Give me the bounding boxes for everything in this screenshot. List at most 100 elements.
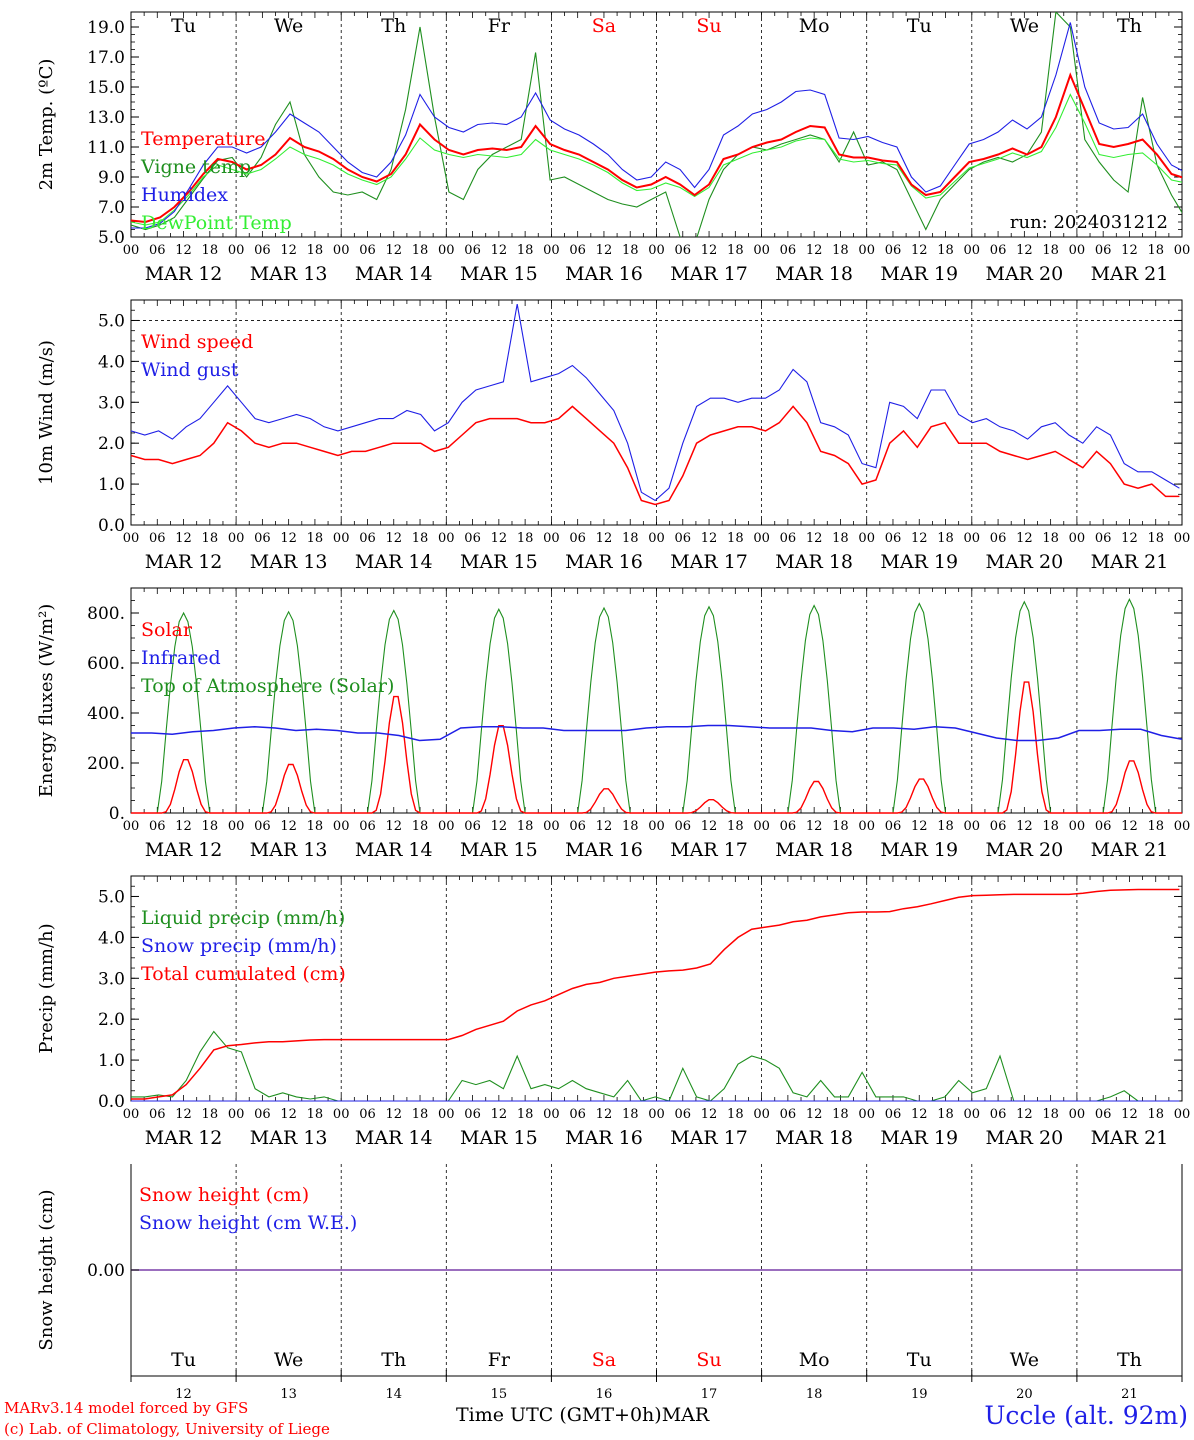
hour-tick-label: 00 <box>123 531 140 546</box>
hour-tick-label: 00 <box>964 531 981 546</box>
run-label: run: 2024031212 <box>1010 212 1168 233</box>
y-axis-label: 2m Temp. (ºC) <box>36 59 57 191</box>
hour-tick-label: 12 <box>175 1107 192 1122</box>
hour-tick-label: 00 <box>543 531 560 546</box>
hour-tick-label: 00 <box>123 1107 140 1122</box>
hour-tick-label: 06 <box>990 819 1007 834</box>
hour-tick-label: 06 <box>990 531 1007 546</box>
hour-tick-label: 18 <box>832 243 849 258</box>
hour-tick-label: 06 <box>254 243 271 258</box>
hour-tick-label: 12 <box>701 243 718 258</box>
date-label: MAR 13 <box>250 551 328 573</box>
hour-tick-label: 00 <box>438 819 455 834</box>
hour-tick-label: 12 <box>911 243 928 258</box>
hour-tick-label: 00 <box>1174 243 1191 258</box>
hour-tick-label: 18 <box>1042 531 1059 546</box>
precip-legend: Snow precip (mm/h) <box>141 935 337 957</box>
hour-tick-label: 06 <box>464 243 481 258</box>
hour-tick-label: 00 <box>333 819 350 834</box>
date-label: MAR 16 <box>565 551 643 573</box>
hour-tick-label: 12 <box>1016 1107 1033 1122</box>
date-label: MAR 15 <box>460 263 538 285</box>
weekday-label: Th <box>1117 1349 1142 1371</box>
hour-tick-label: 18 <box>937 1107 954 1122</box>
y-tick-label: 2.0 <box>98 1010 125 1030</box>
hour-tick-label: 12 <box>175 819 192 834</box>
date-label: MAR 20 <box>985 551 1063 573</box>
y-tick-label: 13.0 <box>87 108 125 128</box>
hour-tick-label: 06 <box>359 1107 376 1122</box>
date-label: MAR 18 <box>775 1127 853 1149</box>
hour-tick-label: 00 <box>858 1107 875 1122</box>
hour-tick-label: 00 <box>228 819 245 834</box>
hour-tick-label: 06 <box>885 531 902 546</box>
hour-tick-label: 06 <box>464 1107 481 1122</box>
hour-tick-label: 00 <box>1069 1107 1086 1122</box>
hour-tick-label: 18 <box>517 819 534 834</box>
hour-tick-label: 18 <box>1147 1107 1164 1122</box>
hour-tick-label: 00 <box>438 243 455 258</box>
day-number-label: 18 <box>806 1387 823 1402</box>
hour-tick-label: 12 <box>806 531 823 546</box>
y-tick-label: 5.0 <box>98 887 125 907</box>
day-number-label: 19 <box>911 1387 928 1402</box>
model-credit: MARv3.14 model forced by GFS <box>4 1399 249 1417</box>
hour-tick-label: 18 <box>937 531 954 546</box>
hour-tick-label: 18 <box>517 1107 534 1122</box>
y-tick-label: 5.0 <box>98 228 125 248</box>
hour-tick-label: 06 <box>569 819 586 834</box>
weekday-label: Mo <box>799 15 830 37</box>
hour-tick-label: 18 <box>517 531 534 546</box>
y-tick-label: 0. <box>109 804 125 824</box>
hour-tick-label: 12 <box>1121 243 1138 258</box>
hour-tick-label: 06 <box>1095 531 1112 546</box>
hour-tick-label: 00 <box>858 531 875 546</box>
hour-tick-label: 18 <box>832 531 849 546</box>
wind-legend: Wind gust <box>141 359 239 381</box>
weekday-label: Mo <box>799 1349 830 1371</box>
hour-tick-label: 18 <box>202 531 219 546</box>
hour-tick-label: 12 <box>911 531 928 546</box>
hour-tick-label: 12 <box>280 531 297 546</box>
hour-tick-label: 06 <box>675 819 692 834</box>
date-label: MAR 13 <box>250 263 328 285</box>
hour-tick-label: 12 <box>1121 531 1138 546</box>
hour-tick-label: 06 <box>569 243 586 258</box>
hour-tick-label: 18 <box>202 243 219 258</box>
hour-tick-label: 06 <box>885 1107 902 1122</box>
copyright-credit: (c) Lab. of Climatology, University of L… <box>4 1420 330 1438</box>
precip-legend: Liquid precip (mm/h) <box>141 907 345 929</box>
date-label: MAR 19 <box>880 1127 958 1149</box>
date-label: MAR 12 <box>145 1127 223 1149</box>
hour-tick-label: 12 <box>596 1107 613 1122</box>
date-label: MAR 12 <box>145 551 223 573</box>
date-label: MAR 18 <box>775 263 853 285</box>
date-label: MAR 21 <box>1091 551 1169 573</box>
date-label: MAR 17 <box>670 839 748 861</box>
date-label: MAR 19 <box>880 263 958 285</box>
hour-tick-label: 06 <box>1095 819 1112 834</box>
hour-tick-label: 00 <box>123 243 140 258</box>
hour-tick-label: 06 <box>149 243 166 258</box>
hour-tick-label: 18 <box>412 243 429 258</box>
hour-tick-label: 18 <box>307 1107 324 1122</box>
date-label: MAR 17 <box>670 1127 748 1149</box>
hour-tick-label: 00 <box>1174 819 1191 834</box>
hour-tick-label: 06 <box>149 1107 166 1122</box>
y-tick-label: 4.0 <box>98 928 125 948</box>
date-label: MAR 21 <box>1091 839 1169 861</box>
hour-tick-label: 18 <box>1042 819 1059 834</box>
hour-tick-label: 18 <box>727 1107 744 1122</box>
hour-tick-label: 06 <box>254 1107 271 1122</box>
date-label: MAR 19 <box>880 551 958 573</box>
weekday-label: Th <box>381 1349 406 1371</box>
hour-tick-label: 18 <box>1042 1107 1059 1122</box>
weekday-label: Th <box>381 15 406 37</box>
hour-tick-label: 12 <box>175 531 192 546</box>
hour-tick-label: 18 <box>622 243 639 258</box>
y-tick-label: 15.0 <box>87 78 125 98</box>
energy-legend: Top of Atmosphere (Solar) <box>141 675 394 697</box>
hour-tick-label: 00 <box>333 243 350 258</box>
hour-tick-label: 06 <box>359 819 376 834</box>
series-total-cumulated <box>131 888 1180 1100</box>
